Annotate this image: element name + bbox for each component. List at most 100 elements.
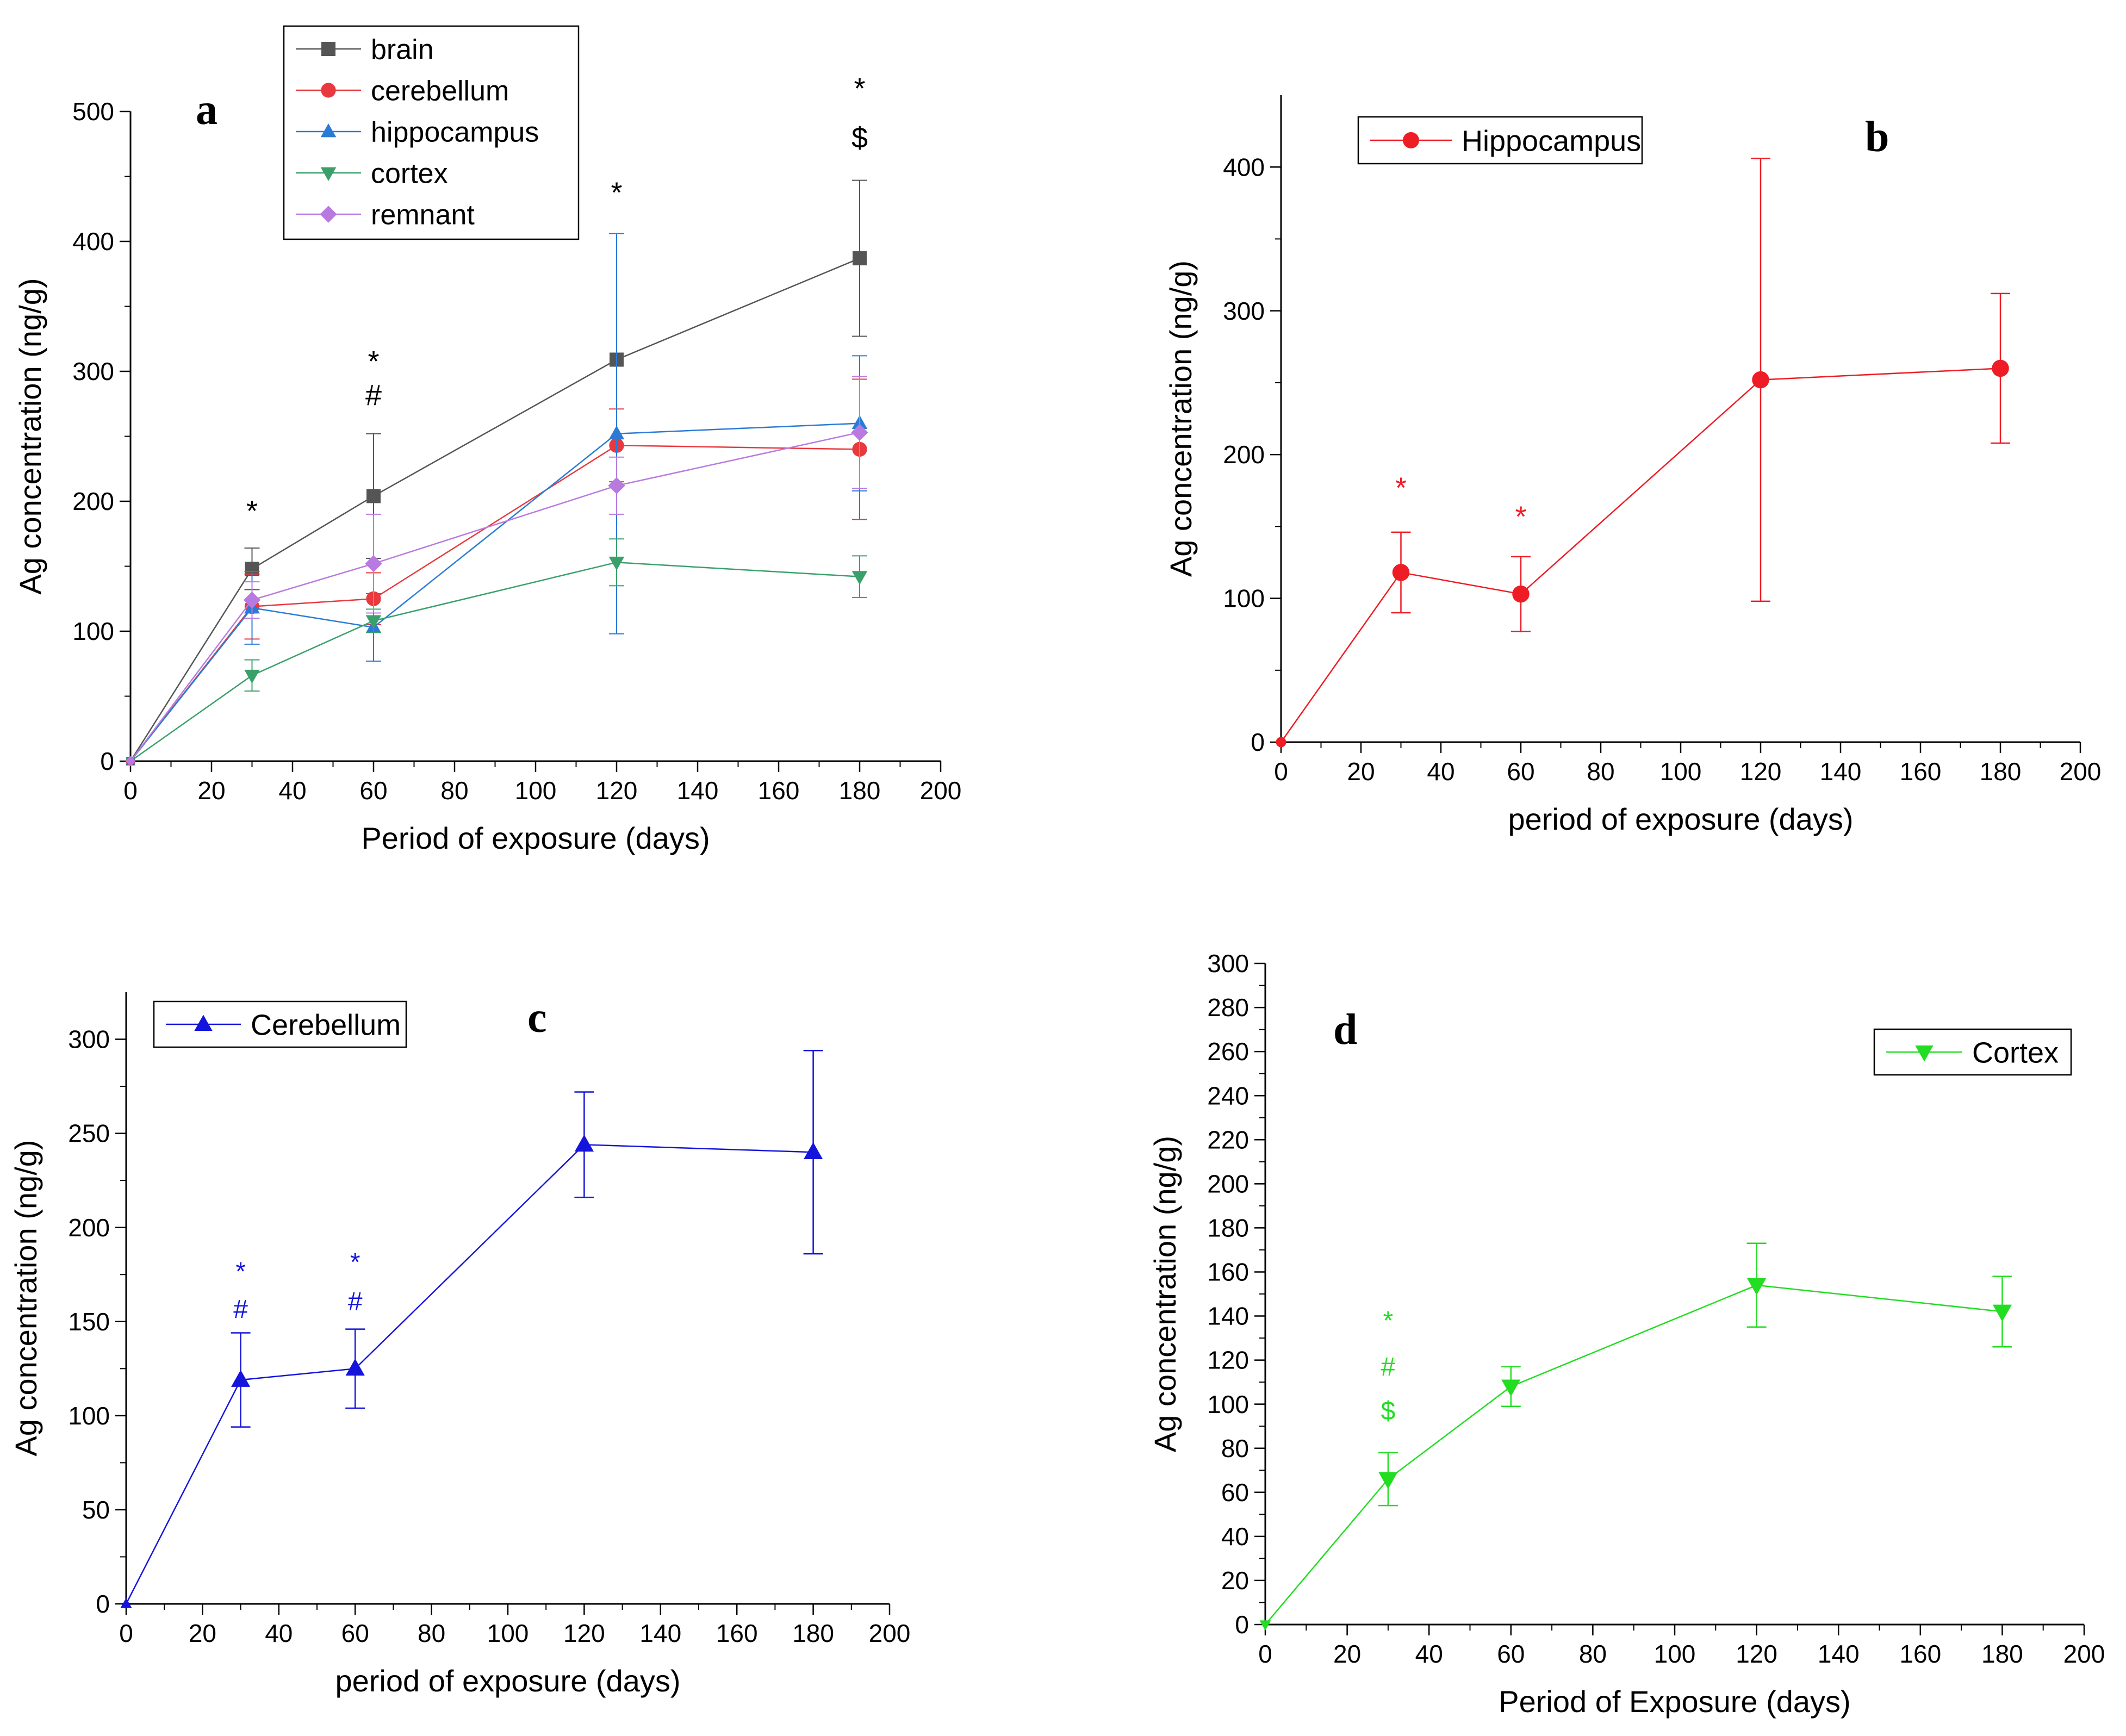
x-tick-label: 180: [1980, 757, 2022, 786]
data-point-cortex: [608, 556, 625, 571]
x-tick-label: 120: [1736, 1640, 1777, 1668]
x-tick-label: 0: [119, 1619, 133, 1647]
y-tick-label: 220: [1207, 1125, 1249, 1154]
x-tick-label: 80: [440, 776, 468, 805]
legend-label-cortex: cortex: [371, 158, 448, 190]
x-axis-label: Period of Exposure (days): [1499, 1684, 1850, 1719]
legend-marker-cortex: [1915, 1045, 1934, 1062]
y-axis-label: Ag concentration (ng/g): [1148, 1136, 1182, 1452]
data-point-hippocampus: [608, 425, 625, 440]
x-tick-label: 80: [418, 1619, 445, 1647]
data-point-cortex: [244, 669, 260, 684]
y-tick-label: 280: [1207, 993, 1249, 1022]
panel-c: 0 20 40 60 80 100 120 140 160 180 200 0 50 100 150 200 2…: [9, 992, 910, 1698]
significance-mark: *: [611, 176, 622, 209]
x-tick-label: 100: [515, 776, 557, 805]
data-point-remnant: [125, 756, 136, 767]
x-tick-label: 20: [197, 776, 225, 805]
x-tick-label: 160: [758, 776, 800, 805]
legend-marker-hippocampus: [320, 123, 337, 138]
x-tick-label: 160: [716, 1619, 758, 1647]
data-point-hippocampus: [1392, 564, 1410, 581]
x-tick-label: 40: [265, 1619, 293, 1647]
x-tick-label: 140: [677, 776, 719, 805]
y-tick-label: 180: [1207, 1214, 1249, 1242]
legend-label-remnant: remnant: [371, 200, 475, 231]
y-tick-label: 400: [72, 227, 114, 256]
series-line-cerebellum: [130, 444, 860, 762]
x-axis-label: period of exposure (days): [335, 1664, 680, 1698]
y-tick-label: 0: [1251, 728, 1265, 756]
y-tick-label: 0: [1235, 1610, 1249, 1639]
legend-label-hippocampus: Hippocampus: [1462, 125, 1641, 157]
panel-letter: d: [1333, 1006, 1358, 1054]
series-line-brain: [129, 257, 860, 762]
x-tick-label: 60: [1507, 757, 1534, 786]
x-tick-label: 140: [639, 1619, 681, 1647]
legend: Hippocampus: [1357, 116, 1643, 165]
x-tick-label: 180: [792, 1619, 834, 1647]
legend-label-cortex: Cortex: [1972, 1036, 2059, 1069]
y-tick-label: 100: [1223, 584, 1265, 613]
data-point-cerebellum: [804, 1142, 823, 1160]
data-point-hippocampus: [1992, 359, 2009, 377]
y-tick-label: 200: [72, 487, 114, 515]
y-tick-label: 100: [72, 617, 114, 645]
y-tick-label: 240: [1207, 1081, 1249, 1110]
y-tick-label: 140: [1207, 1302, 1249, 1330]
significance-mark: *: [246, 495, 258, 527]
x-tick-label: 60: [1497, 1640, 1525, 1668]
panel-letter: c: [527, 994, 547, 1042]
y-tick-label: 300: [1207, 949, 1249, 978]
data-point-cerebellum: [231, 1370, 251, 1387]
x-tick-label: 200: [2060, 757, 2102, 786]
data-point-remnant: [608, 477, 625, 494]
x-tick-label: 200: [920, 776, 962, 805]
legend-label-cerebellum: cerebellum: [371, 76, 509, 107]
y-axis-label: Ag concentration (ng/g): [13, 278, 47, 594]
legend: Cerebellum: [153, 1000, 407, 1048]
panel-b: 0 20 40 60 80 100 120 140 160 180 200 0 100 200 300 400…: [1164, 95, 2101, 836]
panel-letter: a: [196, 86, 217, 134]
significance-mark: *: [368, 345, 379, 378]
x-tick-label: 180: [1981, 1640, 2023, 1668]
legend-marker-cerebellum: [321, 83, 336, 98]
x-tick-label: 100: [1654, 1640, 1696, 1668]
x-tick-label: 120: [1740, 757, 1782, 786]
panel-d: 0 20 40 60 80 100 120 140 160 180 200 0 20 40 60 80 100 1…: [1148, 949, 2105, 1719]
legend-marker-cerebellum: [194, 1015, 213, 1031]
legend-label-cerebellum: Cerebellum: [251, 1009, 401, 1041]
series-line-cortex: [130, 562, 860, 762]
data-point-hippocampus: [1512, 585, 1530, 603]
x-tick-label: 60: [341, 1619, 369, 1647]
data-point-cortex: [1747, 1278, 1767, 1296]
y-tick-label: 0: [96, 1590, 110, 1618]
data-point-cortex: [1992, 1304, 2012, 1322]
significance-mark: #: [348, 1287, 363, 1316]
significance-mark: *: [854, 72, 865, 105]
significance-mark: $: [851, 122, 868, 154]
y-axis-label: Ag concentration (ng/g): [9, 1140, 43, 1456]
significance-mark: *: [1515, 500, 1526, 533]
panel-letter: b: [1865, 113, 1889, 161]
y-tick-label: 250: [68, 1119, 110, 1148]
legend: brain cerebellum hippocampus cortex remnant: [283, 25, 580, 240]
x-tick-label: 60: [359, 776, 387, 805]
legend-marker-cortex: [320, 167, 337, 181]
data-point-cerebellum: [574, 1134, 594, 1152]
y-tick-label: 200: [1223, 440, 1265, 469]
data-point-cortex: [1501, 1379, 1521, 1397]
x-tick-label: 200: [2063, 1640, 2105, 1668]
data-point-remnant: [243, 592, 261, 609]
series-line-cortex: [1265, 1284, 2003, 1625]
significance-mark: $: [1381, 1397, 1396, 1426]
significance-mark: #: [1381, 1353, 1396, 1382]
y-tick-label: 100: [68, 1402, 110, 1430]
data-point-cortex: [1259, 1620, 1271, 1631]
significance-mark: *: [235, 1258, 246, 1286]
x-tick-label: 160: [1900, 757, 1942, 786]
data-point-cortex: [851, 571, 868, 585]
y-tick-label: 400: [1223, 153, 1265, 181]
data-point-cerebellum: [120, 1597, 132, 1608]
